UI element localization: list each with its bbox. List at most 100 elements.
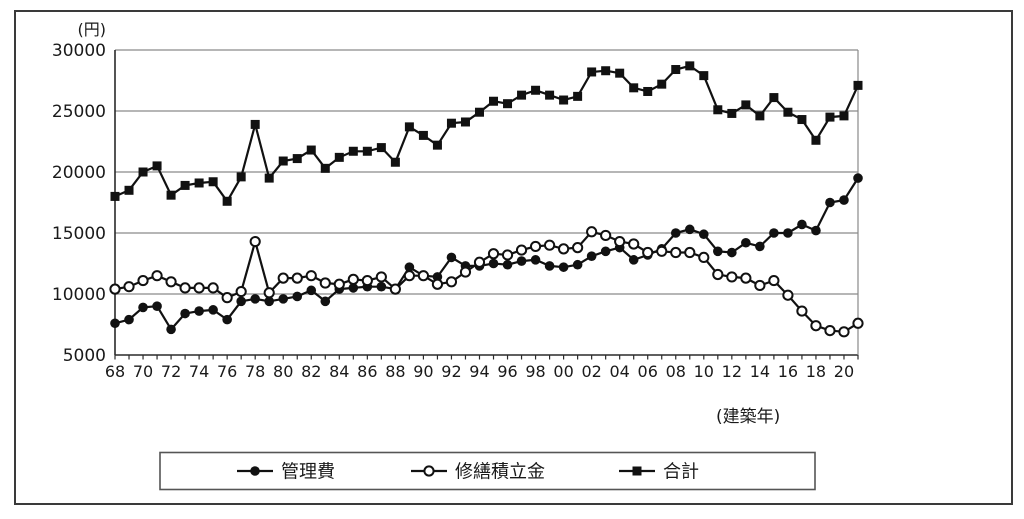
series-shuzen-tsumitatekin-marker (431, 278, 444, 290)
legend-marker-goukei (632, 466, 642, 476)
series-goukei-marker (825, 112, 835, 122)
series-goukei-marker (180, 180, 190, 190)
x-axis-unit-label: (建築年) (716, 407, 781, 427)
series-goukei-marker (208, 177, 218, 187)
series-shuzen-tsumitatekin-marker (600, 229, 612, 242)
series-goukei-marker (362, 146, 372, 156)
x-tick-label: 88 (385, 362, 405, 381)
series-goukei-marker (222, 196, 232, 206)
series-shuzen-tsumitatekin-marker (501, 249, 514, 261)
series-goukei-marker (685, 61, 695, 71)
series-kanrihi-marker (727, 247, 737, 258)
series-goukei-marker (629, 83, 639, 93)
series-kanrihi-marker (797, 219, 807, 230)
series-kanrihi-marker (684, 224, 695, 235)
series-kanrihi-marker (558, 262, 569, 272)
series-shuzen-tsumitatekin-marker (754, 279, 766, 292)
series-shuzen-tsumitatekin-marker (698, 251, 710, 263)
series-kanrihi-marker (446, 252, 457, 263)
y-tick-label: 30000 (52, 41, 106, 61)
series-goukei-marker (769, 93, 779, 103)
series-kanrihi-marker (713, 246, 723, 257)
series-goukei-marker (474, 107, 484, 117)
x-tick-label: 82 (301, 362, 321, 381)
x-tick-label: 70 (133, 362, 153, 381)
series-kanrihi-marker (306, 285, 317, 296)
series-shuzen-tsumitatekin-marker (473, 256, 486, 268)
series-shuzen-tsumitatekin-marker (838, 326, 850, 338)
series-goukei-marker (376, 143, 386, 153)
series-shuzen-tsumitatekin-marker (151, 270, 163, 282)
series-shuzen-tsumitatekin-marker (670, 246, 682, 259)
x-tick-label: 18 (806, 362, 826, 381)
series-kanrihi-marker (138, 302, 148, 313)
series-kanrihi-marker (530, 255, 541, 265)
y-tick-label: 15000 (52, 224, 106, 244)
series-kanrihi-marker (853, 173, 863, 183)
series-goukei-marker (138, 167, 148, 177)
series-goukei-marker (615, 68, 625, 78)
series-goukei-marker (306, 145, 316, 155)
series-shuzen-tsumitatekin-marker (291, 272, 303, 284)
series-shuzen-tsumitatekin-marker (263, 287, 275, 299)
series-goukei-marker (811, 135, 821, 145)
series-kanrihi-marker (502, 259, 513, 270)
series-shuzen-tsumitatekin-marker (712, 268, 724, 281)
series-goukei-marker (432, 140, 442, 150)
series-shuzen-tsumitatekin-marker (572, 242, 584, 254)
series-shuzen-tsumitatekin-marker (810, 320, 822, 332)
series-goukei-marker (194, 178, 204, 188)
series-kanrihi-marker (110, 318, 120, 329)
series-kanrihi-marker (404, 262, 415, 272)
series-shuzen-tsumitatekin-marker (782, 289, 794, 301)
series-goukei-marker (348, 146, 358, 156)
series-kanrihi-marker (488, 258, 499, 269)
series-kanrihi-marker (292, 291, 303, 302)
series-shuzen-tsumitatekin-marker (277, 272, 289, 284)
series-kanrihi-marker (264, 296, 275, 307)
x-tick-label: 98 (525, 362, 545, 381)
x-tick-label: 68 (105, 362, 125, 381)
series-goukei-marker (264, 173, 274, 183)
x-tick-label: 72 (161, 362, 181, 381)
series-goukei-marker (152, 161, 162, 171)
series-shuzen-tsumitatekin-marker (529, 240, 542, 253)
y-axis-unit-label: (円) (77, 20, 107, 39)
series-goukei-marker (587, 67, 597, 77)
x-tick-label: 20 (834, 362, 854, 381)
series-kanrihi-marker (222, 314, 232, 325)
series-shuzen-tsumitatekin-marker (207, 282, 219, 294)
series-goukei-marker (573, 91, 583, 101)
legend-label-shuzen-tsumitatekin: 修繕積立金 (455, 462, 545, 483)
series-kanrihi-marker (236, 296, 246, 307)
series-goukei-marker (657, 79, 667, 89)
x-tick-label: 84 (329, 362, 349, 381)
series-shuzen-tsumitatekin-marker (221, 292, 233, 304)
series-shuzen-tsumitatekin-marker (459, 266, 472, 278)
x-tick-label: 12 (722, 362, 742, 381)
series-kanrihi-marker (755, 241, 765, 252)
y-tick-label: 5000 (63, 346, 106, 366)
series-goukei-marker (236, 172, 246, 182)
series-shuzen-tsumitatekin-marker (558, 243, 570, 255)
series-shuzen-tsumitatekin-marker (333, 278, 345, 290)
y-tick-label: 25000 (52, 102, 106, 122)
series-kanrihi-marker (825, 197, 835, 208)
series-goukei-line (114, 64, 859, 204)
x-tick-label: 16 (778, 362, 798, 381)
series-kanrihi-marker (180, 308, 190, 319)
x-tick-label: 00 (553, 362, 573, 381)
series-shuzen-tsumitatekin-marker (487, 248, 500, 260)
series-goukei-marker (124, 185, 134, 195)
series-kanrihi-marker (769, 228, 779, 238)
series-kanrihi-marker (811, 225, 821, 236)
series-goukei-marker (671, 65, 681, 75)
series-goukei-marker (853, 80, 863, 90)
series-goukei-marker (503, 99, 513, 109)
series-kanrihi-marker (572, 259, 583, 270)
series-shuzen-tsumitatekin-marker (165, 276, 177, 288)
series-kanrihi-marker (124, 314, 134, 325)
series-kanrihi-marker (166, 324, 176, 335)
series-goukei-marker (418, 130, 428, 140)
